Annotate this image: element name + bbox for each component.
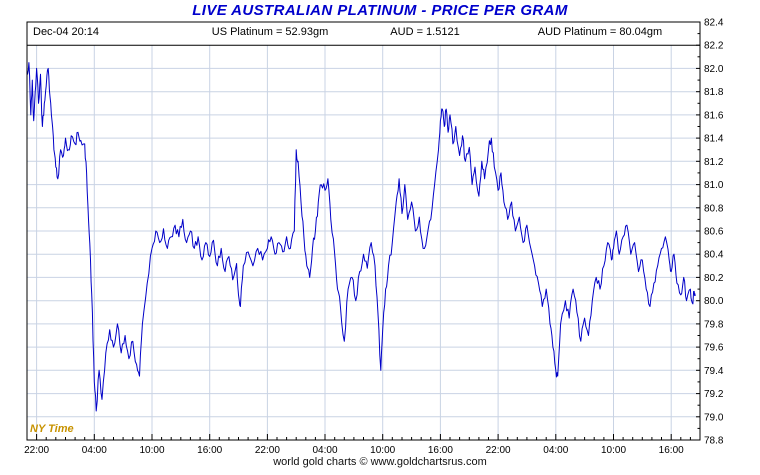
svg-text:81.6: 81.6 (704, 110, 724, 121)
svg-text:79.0: 79.0 (704, 412, 724, 423)
svg-text:79.8: 79.8 (704, 319, 724, 330)
svg-text:16:00: 16:00 (659, 445, 684, 456)
ny-time-label: NY Time (30, 423, 74, 435)
svg-text:04:00: 04:00 (312, 445, 337, 456)
svg-text:04:00: 04:00 (82, 445, 107, 456)
svg-text:81.0: 81.0 (704, 180, 724, 191)
svg-text:16:00: 16:00 (197, 445, 222, 456)
svg-text:80.4: 80.4 (704, 250, 724, 261)
svg-text:81.4: 81.4 (704, 134, 724, 145)
svg-text:82.0: 82.0 (704, 64, 724, 75)
svg-text:22:00: 22:00 (255, 445, 280, 456)
svg-text:78.8: 78.8 (704, 436, 724, 447)
svg-text:22:00: 22:00 (24, 445, 49, 456)
chart-footer: world gold charts © www.goldchartsrus.co… (273, 456, 487, 468)
svg-text:10:00: 10:00 (370, 445, 395, 456)
svg-text:79.4: 79.4 (704, 366, 724, 377)
svg-text:10:00: 10:00 (601, 445, 626, 456)
svg-text:79.2: 79.2 (704, 389, 724, 400)
us-platinum-value: US Platinum = 52.93gm (211, 26, 329, 38)
svg-text:80.0: 80.0 (704, 296, 724, 307)
svg-text:10:00: 10:00 (139, 445, 164, 456)
aud-rate-value: AUD = 1.5121 (390, 26, 460, 38)
svg-text:16:00: 16:00 (428, 445, 453, 456)
svg-text:80.6: 80.6 (704, 227, 724, 238)
chart-title: LIVE AUSTRALIAN PLATINUM - PRICE PER GRA… (192, 2, 568, 19)
chart-canvas: 78.8 79.0 79.2 79.4 79.6 79.8 80.0 80.2 80.4 80.6… (24, 18, 724, 457)
svg-text:79.6: 79.6 (704, 343, 724, 354)
svg-text:80.2: 80.2 (704, 273, 724, 284)
svg-text:82.2: 82.2 (704, 41, 724, 52)
svg-text:81.2: 81.2 (704, 157, 724, 168)
aud-platinum-value: AUD Platinum = 80.04gm (537, 26, 663, 38)
svg-text:81.8: 81.8 (704, 87, 724, 98)
svg-text:22:00: 22:00 (486, 445, 511, 456)
svg-text:04:00: 04:00 (543, 445, 568, 456)
svg-text:82.4: 82.4 (704, 18, 724, 29)
svg-text:80.8: 80.8 (704, 203, 724, 214)
chart-timestamp: Dec-04 20:14 (33, 26, 100, 38)
